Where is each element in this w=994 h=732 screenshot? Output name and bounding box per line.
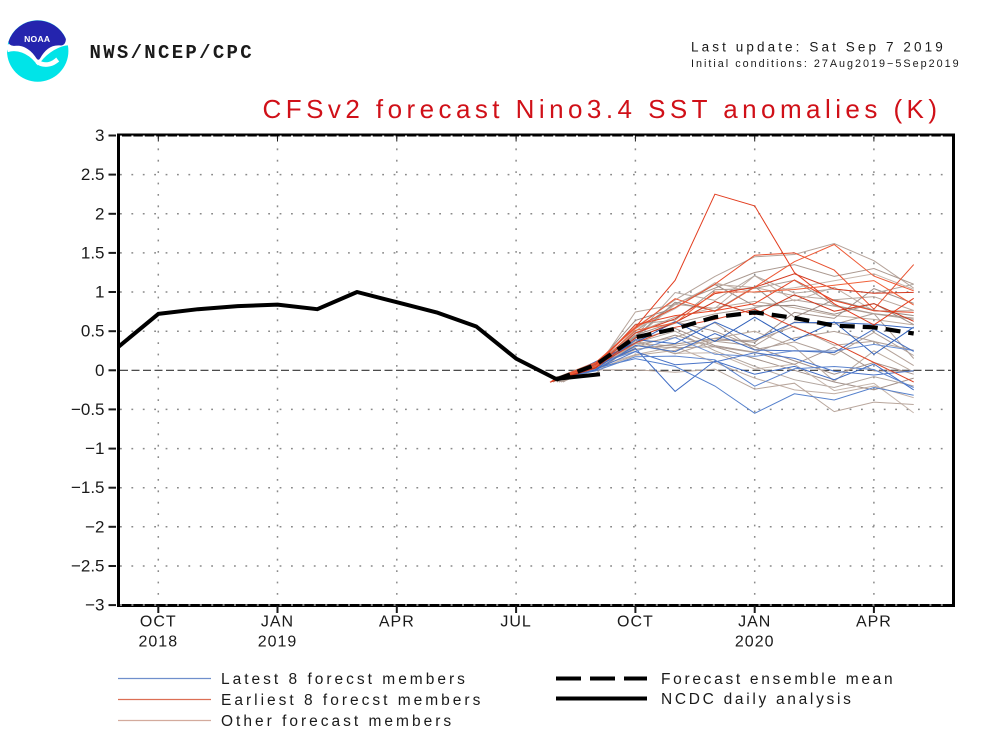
- svg-text:2018: 2018: [139, 634, 179, 651]
- svg-text:−1: −1: [85, 439, 104, 458]
- svg-text:0: 0: [95, 361, 104, 380]
- svg-text:JAN: JAN: [738, 614, 771, 631]
- svg-text:NOAA: NOAA: [24, 34, 50, 44]
- svg-text:Forecast ensemble mean: Forecast ensemble mean: [661, 671, 895, 688]
- svg-text:Earliest 8 forecst members: Earliest 8 forecst members: [221, 692, 483, 709]
- svg-text:1: 1: [95, 283, 104, 302]
- svg-text:JUL: JUL: [500, 614, 531, 631]
- svg-text:2: 2: [95, 204, 104, 223]
- svg-text:0.5: 0.5: [81, 322, 105, 341]
- svg-text:2019: 2019: [258, 634, 298, 651]
- svg-text:Initial conditions: 27Aug2019−: Initial conditions: 27Aug2019−5Sep2019: [691, 58, 961, 70]
- svg-text:CFSv2 forecast Nino3.4 SST ano: CFSv2 forecast Nino3.4 SST anomalies (K): [263, 94, 942, 124]
- svg-text:−1.5: −1.5: [71, 478, 105, 497]
- svg-text:−0.5: −0.5: [71, 400, 105, 419]
- svg-text:JAN: JAN: [261, 614, 294, 631]
- svg-text:Other forecast members: Other forecast members: [221, 713, 454, 730]
- svg-text:APR: APR: [856, 614, 892, 631]
- svg-text:NWS/NCEP/CPC: NWS/NCEP/CPC: [90, 42, 254, 64]
- svg-text:OCT: OCT: [140, 614, 177, 631]
- svg-text:Latest 8 forecst members: Latest 8 forecst members: [221, 671, 468, 688]
- svg-text:−2: −2: [85, 517, 104, 536]
- svg-text:3: 3: [95, 126, 104, 145]
- svg-text:−3: −3: [85, 596, 104, 615]
- svg-text:NCDC daily analysis: NCDC daily analysis: [661, 691, 854, 708]
- svg-text:2.5: 2.5: [81, 165, 105, 184]
- svg-text:2020: 2020: [735, 634, 775, 651]
- svg-text:Last update: Sat Sep 7 2019: Last update: Sat Sep 7 2019: [691, 40, 946, 55]
- svg-text:APR: APR: [379, 614, 415, 631]
- svg-text:1.5: 1.5: [81, 243, 105, 262]
- svg-text:OCT: OCT: [617, 614, 654, 631]
- svg-text:−2.5: −2.5: [71, 557, 105, 576]
